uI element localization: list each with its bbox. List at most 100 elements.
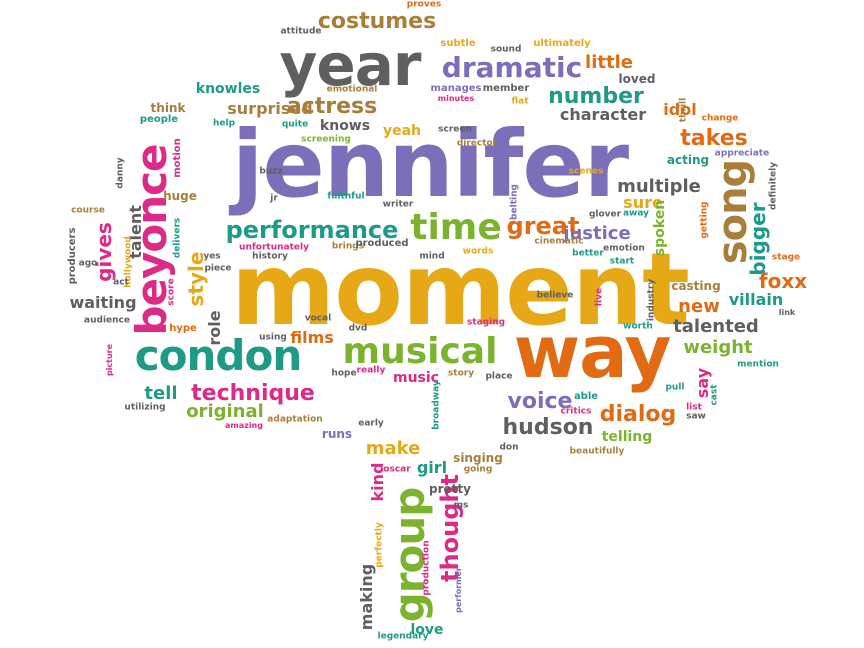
word-ago: ago bbox=[78, 258, 98, 269]
word-acting: acting bbox=[666, 153, 710, 167]
word-casting: casting bbox=[671, 279, 721, 293]
word-little: little bbox=[585, 52, 633, 73]
word-tell: tell bbox=[144, 383, 178, 404]
word-weight: weight bbox=[683, 337, 753, 358]
word-make: make bbox=[365, 438, 421, 459]
word-faithful: faithful bbox=[327, 191, 365, 202]
word-dramatic: dramatic bbox=[441, 51, 583, 84]
word-saw: saw bbox=[686, 411, 706, 422]
word-away: away bbox=[622, 208, 650, 219]
word-screen: screen bbox=[438, 124, 472, 135]
word-utilizing: utilizing bbox=[124, 402, 166, 413]
word-making: making bbox=[357, 563, 376, 631]
word-subtle: subtle bbox=[440, 38, 476, 49]
word-people: people bbox=[139, 114, 179, 125]
word-moment: moment bbox=[231, 231, 690, 348]
word-dvd: dvd bbox=[348, 323, 368, 334]
word-mind: mind bbox=[419, 251, 445, 262]
word-beautifully: beautifully bbox=[569, 446, 625, 457]
word-motion: motion bbox=[172, 138, 183, 178]
word-think: think bbox=[150, 101, 186, 115]
word-appreciate: appreciate bbox=[714, 148, 770, 159]
word-oscar: oscar bbox=[383, 464, 411, 475]
word-new: new bbox=[678, 296, 720, 317]
word-way: way bbox=[513, 310, 672, 394]
word-ultimately: ultimately bbox=[533, 38, 591, 49]
word-production: production bbox=[421, 540, 432, 596]
word-emotion: emotion bbox=[603, 243, 645, 254]
word-story: story bbox=[447, 368, 475, 379]
word-sound: sound bbox=[490, 44, 522, 55]
word-bigger: bigger bbox=[746, 202, 770, 276]
word-industry: industry bbox=[646, 278, 657, 322]
word-takes: takes bbox=[680, 126, 748, 151]
word-singing: singing bbox=[453, 451, 503, 465]
word-cinematic: cinematic bbox=[534, 236, 584, 247]
word-score: score bbox=[166, 278, 177, 306]
word-performance: performance bbox=[225, 216, 399, 244]
word-glover: glover bbox=[588, 209, 622, 220]
word-talented: talented bbox=[673, 316, 759, 337]
word-amazing: amazing bbox=[225, 421, 263, 430]
word-multiple: multiple bbox=[617, 176, 701, 197]
word-believe: believe bbox=[536, 290, 574, 301]
word-broadway: broadway bbox=[431, 380, 442, 430]
word-music: music bbox=[393, 370, 439, 386]
word-spoken: spoken bbox=[652, 199, 668, 257]
word-change: change bbox=[701, 113, 739, 124]
word-performer: performer bbox=[454, 567, 463, 613]
word-girl: girl bbox=[416, 458, 448, 477]
word-attitude: attitude bbox=[280, 26, 322, 37]
word-early: early bbox=[358, 418, 384, 429]
word-pull: pull bbox=[665, 382, 685, 393]
word-jennifer: jennifer bbox=[231, 111, 629, 218]
word-adaptation: adaptation bbox=[267, 414, 323, 425]
word-films: films bbox=[290, 328, 334, 347]
word-costumes: costumes bbox=[317, 9, 437, 34]
word-huge: huge bbox=[163, 189, 197, 203]
word-using: using bbox=[259, 332, 287, 343]
word-telling: telling bbox=[601, 429, 653, 445]
word-produced: produced bbox=[355, 238, 409, 249]
word-ms: ms bbox=[453, 500, 469, 511]
word-critics: critics bbox=[560, 406, 592, 417]
word-brings: brings bbox=[331, 241, 365, 252]
word-gives: gives bbox=[92, 222, 116, 282]
word-scenes: scenes bbox=[568, 166, 604, 177]
word-delivers: delivers bbox=[172, 217, 183, 259]
word-actress: actress bbox=[286, 94, 378, 119]
word-audience: audience bbox=[84, 315, 130, 326]
word-villain: villain bbox=[728, 290, 784, 309]
word-mention: mention bbox=[737, 359, 779, 370]
word-director: director bbox=[456, 138, 498, 149]
word-unfortunately: unfortunately bbox=[239, 242, 309, 253]
word-act: act bbox=[113, 277, 129, 288]
word-belting: belting bbox=[509, 184, 520, 220]
word-quite: quite bbox=[281, 119, 309, 130]
word-condon: condon bbox=[134, 331, 302, 380]
word-original: original bbox=[186, 401, 264, 422]
word-knowles: knowles bbox=[195, 81, 261, 97]
word-loved: loved bbox=[618, 72, 656, 86]
word-don: don bbox=[499, 442, 519, 453]
word-piece: piece bbox=[204, 263, 232, 274]
word-role: role bbox=[205, 310, 224, 346]
word-justice: justice bbox=[563, 223, 631, 244]
word-cast: cast bbox=[709, 384, 720, 406]
word-knows: knows bbox=[319, 118, 371, 134]
word-voice: voice bbox=[507, 389, 573, 414]
word-number: number bbox=[548, 84, 644, 109]
word-surprised: surprised bbox=[227, 99, 313, 118]
word-minutes: minutes bbox=[437, 94, 475, 103]
word-flat: flat bbox=[511, 96, 529, 107]
word-yeah: yeah bbox=[382, 123, 422, 139]
word-danny: danny bbox=[115, 157, 126, 189]
word-yes: yes bbox=[203, 251, 221, 262]
word-great: great bbox=[506, 212, 580, 240]
word-year: year bbox=[279, 31, 422, 99]
word-link: link bbox=[778, 308, 796, 317]
word-writer: writer bbox=[382, 199, 414, 210]
word-start: start bbox=[609, 256, 635, 267]
word-stage: stage bbox=[771, 252, 801, 263]
